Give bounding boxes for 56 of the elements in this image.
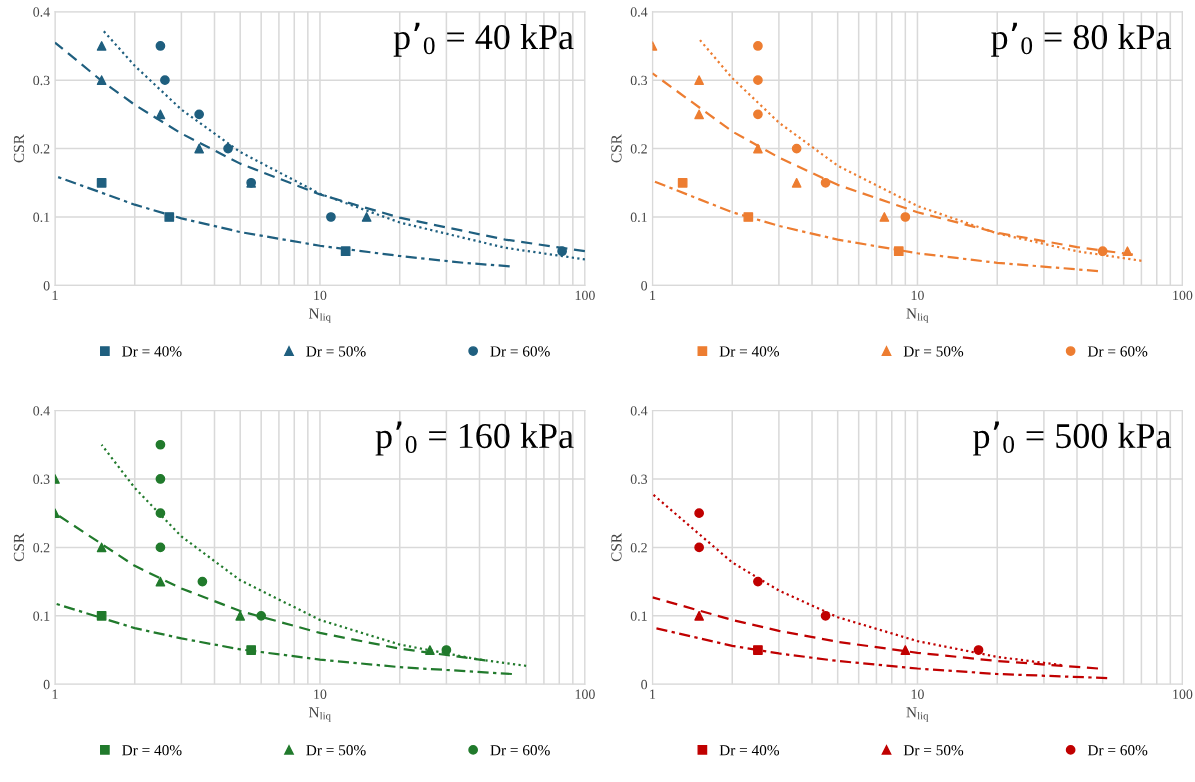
y-axis-title: CSR	[13, 134, 25, 163]
y-tick-label: 0	[43, 281, 50, 291]
legend-label: Dr = 50%	[306, 745, 366, 756]
x-axis-title: N$_{liq}$	[906, 308, 929, 323]
y-tick-label: 0.3	[33, 474, 50, 484]
x-tick-label: 100	[575, 290, 595, 301]
x-tick-label: 10	[314, 689, 327, 699]
y-tick-label: 0	[43, 679, 50, 690]
y-tick-label: 0.1	[33, 212, 50, 223]
legend-label: Dr = 40%	[122, 745, 182, 756]
x-axis-title: N$_{liq}$	[308, 707, 331, 722]
legend-label: Dr = 40%	[719, 346, 780, 357]
chart-title: p’$_{0}$ = 40 kPa	[393, 22, 574, 57]
chart-title: p’$_{0}$ = 500 kPa	[973, 421, 1172, 456]
x-tick-label: 10	[911, 290, 924, 301]
x-tick-label: 100	[575, 689, 595, 699]
y-tick-label: 0.4	[630, 7, 648, 17]
y-axis-title: CSR	[13, 532, 25, 562]
legend-label: Dr = 60%	[490, 745, 550, 756]
y-tick-label: 0.4	[33, 7, 50, 17]
y-tick-label: 0.4	[33, 406, 50, 416]
x-tick-label: 10	[314, 290, 327, 301]
y-tick-label: 0.3	[630, 75, 648, 86]
legend-label: Dr = 50%	[903, 745, 964, 756]
x-axis-title: N$_{liq}$	[906, 707, 929, 722]
x-tick-label: 100	[1173, 689, 1193, 699]
legend-label: Dr = 50%	[903, 346, 964, 357]
x-tick-label: 10	[911, 689, 924, 699]
chart-title: p’$_{0}$ = 80 kPa	[991, 22, 1172, 57]
y-tick-label: 0.4	[630, 406, 648, 416]
y-tick-label: 0.2	[33, 542, 50, 553]
x-axis-title: N$_{liq}$	[308, 308, 331, 323]
y-tick-label: 0.1	[630, 611, 647, 621]
y-tick-label: 0.2	[33, 144, 50, 154]
legend-label: Dr = 50%	[306, 346, 366, 357]
legend-label: Dr = 60%	[1087, 346, 1148, 357]
legend-label: Dr = 60%	[490, 346, 550, 357]
y-tick-label: 0.3	[33, 75, 50, 86]
y-tick-label: 0.3	[630, 474, 648, 484]
chart-title: p’$_{0}$ = 160 kPa	[375, 421, 574, 456]
legend-label: Dr = 60%	[1087, 745, 1148, 756]
legend-label: Dr = 40%	[719, 745, 780, 756]
x-tick-label: 1	[650, 290, 656, 300]
legend-label: Dr = 40%	[122, 346, 182, 357]
x-tick-label: 1	[52, 689, 58, 699]
y-tick-label: 0.2	[630, 542, 647, 553]
y-tick-label: 0	[641, 679, 648, 690]
x-tick-label: 100	[1173, 290, 1193, 301]
y-tick-label: 0.1	[33, 611, 50, 621]
y-axis-title: CSR	[611, 134, 622, 163]
x-tick-label: 1	[52, 290, 58, 300]
y-tick-label: 0.2	[630, 144, 647, 154]
y-tick-label: 0.1	[630, 212, 647, 223]
y-axis-title: CSR	[611, 532, 622, 562]
x-tick-label: 1	[650, 689, 656, 699]
y-tick-label: 0	[641, 281, 648, 291]
